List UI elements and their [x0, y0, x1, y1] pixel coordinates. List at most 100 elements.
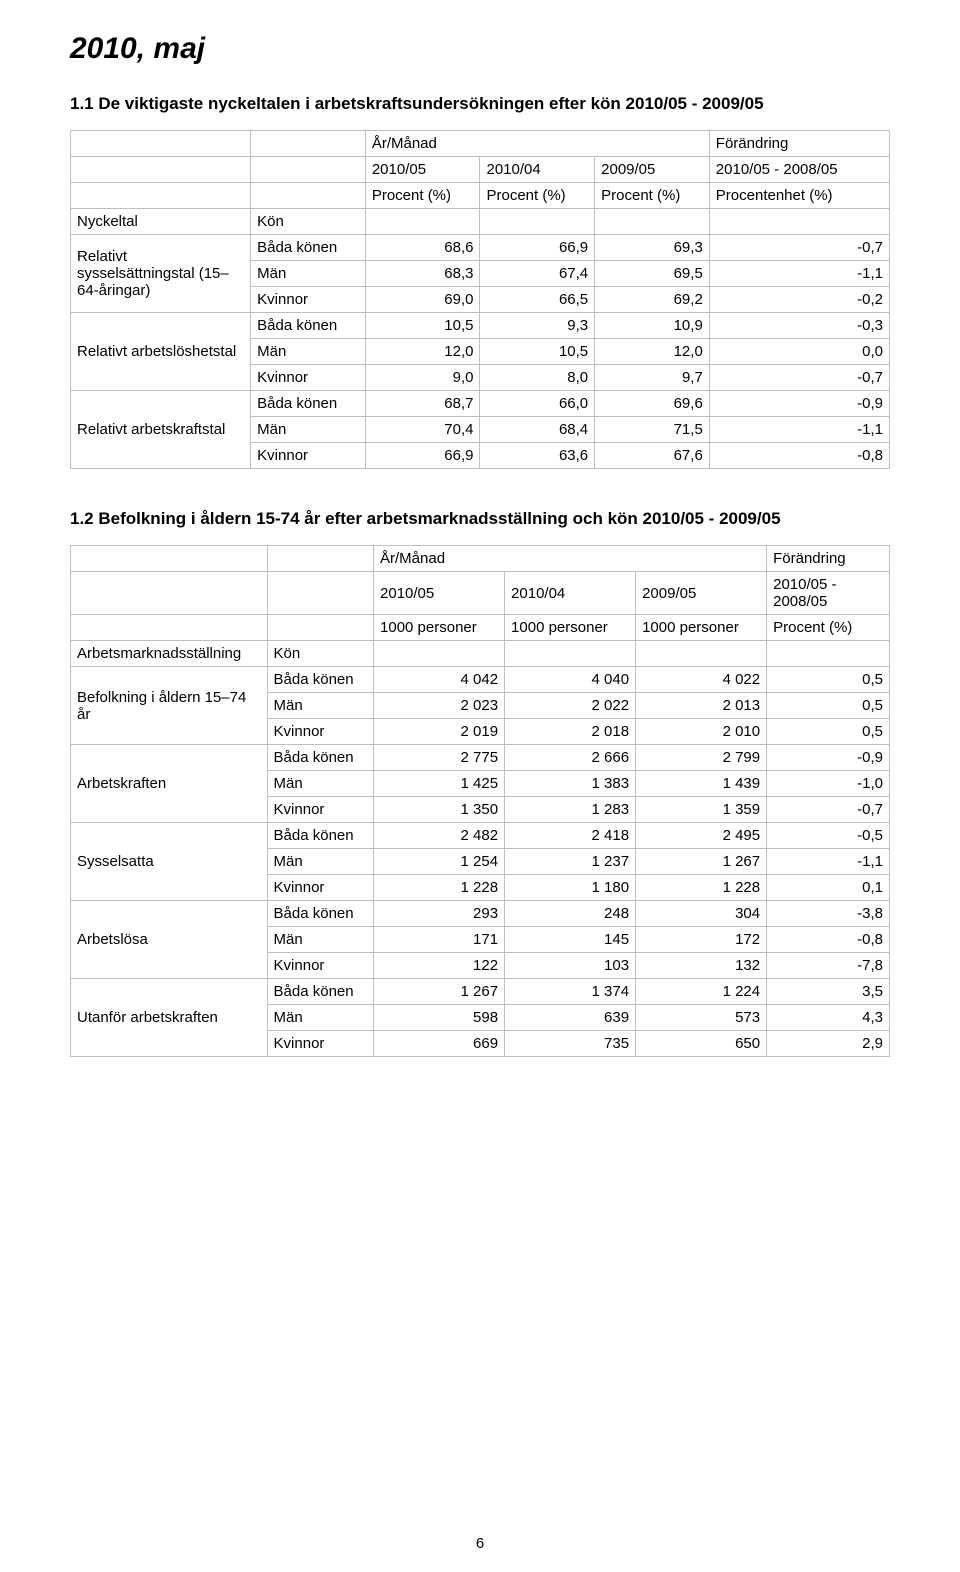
- rowlabel2: Kön: [267, 641, 373, 667]
- cell: -0,2: [709, 287, 889, 313]
- table2: År/Månad Förändring 2010/05 2010/04 2009…: [70, 545, 890, 1057]
- cell: 2 482: [374, 823, 505, 849]
- cell: -1,0: [767, 771, 890, 797]
- cell: 2 010: [636, 719, 767, 745]
- cell: 66,9: [480, 235, 595, 261]
- cell: 2 799: [636, 745, 767, 771]
- col-0: 2010/05: [365, 157, 480, 183]
- page-title: 2010, maj: [70, 32, 890, 66]
- cell: 1 180: [505, 875, 636, 901]
- kon: Båda könen: [251, 235, 366, 261]
- kon: Kvinnor: [267, 953, 373, 979]
- cell: 2,9: [767, 1031, 890, 1057]
- col-1: 2010/04: [505, 572, 636, 615]
- group-label: Relativt arbetskraftstal: [71, 391, 251, 469]
- cell: 2 022: [505, 693, 636, 719]
- table-row: Relativt arbetskraftstal Båda könen 68,7…: [71, 391, 890, 417]
- cell: -0,7: [767, 797, 890, 823]
- cell: 145: [505, 927, 636, 953]
- cell: 2 013: [636, 693, 767, 719]
- cell: 172: [636, 927, 767, 953]
- table-row: Relativt arbetslöshetstal Båda könen 10,…: [71, 313, 890, 339]
- table1-heading: 1.1 De viktigaste nyckeltalen i arbetskr…: [70, 94, 890, 114]
- cell: 10,9: [595, 313, 710, 339]
- cell: 67,6: [595, 443, 710, 469]
- table-row: Sysselsatta Båda könen 2 482 2 418 2 495…: [71, 823, 890, 849]
- table-row: Arbetskraften Båda könen 2 775 2 666 2 7…: [71, 745, 890, 771]
- cell: 0,5: [767, 719, 890, 745]
- cell: 2 019: [374, 719, 505, 745]
- kon: Män: [251, 261, 366, 287]
- cell: 1 267: [374, 979, 505, 1005]
- kon: Båda könen: [267, 667, 373, 693]
- cell: 68,3: [365, 261, 480, 287]
- cell: 2 495: [636, 823, 767, 849]
- cell: 4 040: [505, 667, 636, 693]
- table-row: Utanför arbetskraften Båda könen 1 267 1…: [71, 979, 890, 1005]
- kon: Kvinnor: [251, 287, 366, 313]
- page-number: 6: [0, 1535, 960, 1552]
- cell: 68,4: [480, 417, 595, 443]
- kon: Kvinnor: [267, 1031, 373, 1057]
- cell: 69,2: [595, 287, 710, 313]
- kon: Män: [267, 693, 373, 719]
- kon: Båda könen: [267, 901, 373, 927]
- cell: -3,8: [767, 901, 890, 927]
- cell: 1 228: [374, 875, 505, 901]
- cell: 132: [636, 953, 767, 979]
- cell: 1 283: [505, 797, 636, 823]
- cell: 68,6: [365, 235, 480, 261]
- kon: Båda könen: [267, 745, 373, 771]
- cell: 66,0: [480, 391, 595, 417]
- cell: 4,3: [767, 1005, 890, 1031]
- cell: 1 237: [505, 849, 636, 875]
- cell: 71,5: [595, 417, 710, 443]
- col-3: 2010/05 - 2008/05: [767, 572, 890, 615]
- cell: 4 022: [636, 667, 767, 693]
- cell: -0,8: [767, 927, 890, 953]
- cell: 1 359: [636, 797, 767, 823]
- cell: 2 775: [374, 745, 505, 771]
- cell: 2 666: [505, 745, 636, 771]
- cell: 598: [374, 1005, 505, 1031]
- cell: -0,7: [709, 235, 889, 261]
- cell: -0,9: [709, 391, 889, 417]
- cell: 122: [374, 953, 505, 979]
- subcol-1: 1000 personer: [505, 615, 636, 641]
- group-label: Arbetskraften: [71, 745, 268, 823]
- kon: Kvinnor: [267, 875, 373, 901]
- subcol-2: 1000 personer: [636, 615, 767, 641]
- col-2: 2009/05: [636, 572, 767, 615]
- group-label: Utanför arbetskraften: [71, 979, 268, 1057]
- table-row: Arbetslösa Båda könen 293 248 304 -3,8: [71, 901, 890, 927]
- cell: 1 350: [374, 797, 505, 823]
- table1: År/Månad Förändring 2010/05 2010/04 2009…: [70, 130, 890, 469]
- head-period: År/Månad: [374, 546, 767, 572]
- subcol-1: Procent (%): [480, 183, 595, 209]
- rowlabel2: Kön: [251, 209, 366, 235]
- kon: Män: [251, 417, 366, 443]
- group-label: Relativt arbetslöshetstal: [71, 313, 251, 391]
- cell: 669: [374, 1031, 505, 1057]
- group-label: Befolkning i åldern 15–74 år: [71, 667, 268, 745]
- cell: 69,5: [595, 261, 710, 287]
- cell: 66,9: [365, 443, 480, 469]
- cell: 735: [505, 1031, 636, 1057]
- cell: -0,3: [709, 313, 889, 339]
- cell: 3,5: [767, 979, 890, 1005]
- cell: 1 224: [636, 979, 767, 1005]
- col-3: 2010/05 - 2008/05: [709, 157, 889, 183]
- cell: 0,5: [767, 667, 890, 693]
- kon: Män: [267, 1005, 373, 1031]
- cell: 8,0: [480, 365, 595, 391]
- cell: -0,8: [709, 443, 889, 469]
- cell: 10,5: [480, 339, 595, 365]
- cell: 1 267: [636, 849, 767, 875]
- cell: 1 439: [636, 771, 767, 797]
- rowlabel1: Arbetsmarknadsställning: [71, 641, 268, 667]
- cell: 63,6: [480, 443, 595, 469]
- cell: 9,3: [480, 313, 595, 339]
- cell: 2 418: [505, 823, 636, 849]
- cell: 0,1: [767, 875, 890, 901]
- cell: 248: [505, 901, 636, 927]
